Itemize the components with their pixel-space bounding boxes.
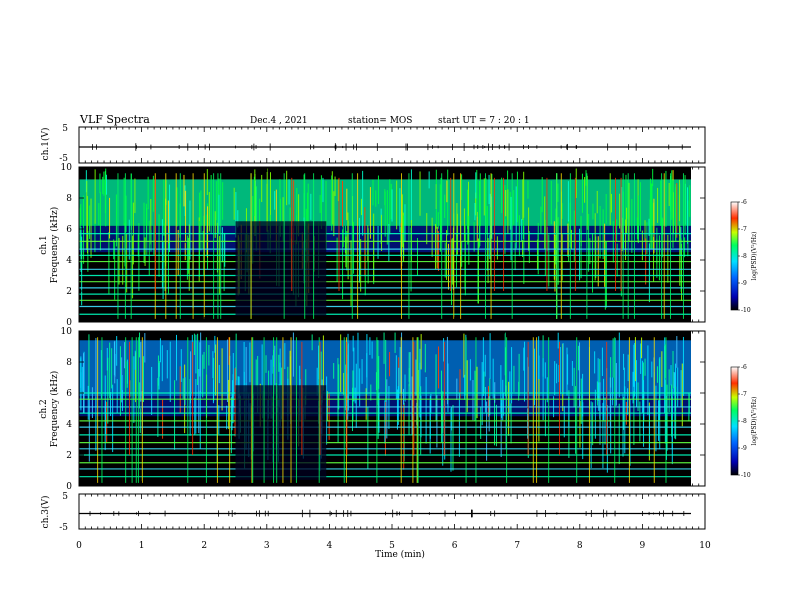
ch2-spectrogram-quiet-interval: [235, 385, 327, 480]
figure-title: VLF Spectra: [79, 113, 150, 126]
ch1-spectrogram-ytick-label: 10: [61, 163, 73, 173]
time-tick-label: 5: [389, 541, 395, 551]
colorbar-tick-label: -8: [741, 418, 747, 425]
colorbar-tick-label: -7: [741, 226, 747, 233]
colorbar-tick-label: -7: [741, 391, 747, 398]
ch1-spectrogram-ytick-label: 0: [66, 318, 72, 328]
ch1-spectrogram-quiet-interval: [235, 221, 327, 316]
colorbar-tick-label: -10: [741, 472, 751, 479]
ch1-ylabel-line1: ch.1: [39, 235, 49, 254]
ch2-spectrogram-ytick-label: 6: [66, 389, 72, 399]
colorbar-tick-label: -8: [741, 253, 747, 260]
ch2-spectrogram-ytick-label: 2: [66, 451, 72, 461]
ch3-waveform-ylabel: ch.3(V): [40, 496, 51, 529]
time-axis-ticks: 0 1 2 3 4 5 6 7 8 9 10: [76, 541, 711, 551]
colorbar-scale: [730, 366, 739, 476]
ch1-spectrogram-panel: [78, 166, 706, 323]
colorbar-label: log(PSD)(V²/Hz): [751, 232, 758, 281]
station-label: station= MOS: [348, 116, 412, 126]
ch2-spectrogram-ytick-label: 4: [66, 420, 72, 430]
colorbar-tick-label: -6: [741, 199, 747, 206]
ch3-ytick-top: 5: [62, 492, 68, 502]
colorbar-tick-label: -9: [741, 445, 747, 452]
colorbar-tick-label: -6: [741, 364, 747, 371]
time-tick-label: 1: [139, 541, 145, 551]
ch3-waveform-panel: [78, 493, 706, 530]
colorbar-tick-label: -9: [741, 280, 747, 287]
time-tick-label: 3: [264, 541, 270, 551]
time-tick-label: 7: [514, 541, 520, 551]
time-tick-label: 6: [452, 541, 458, 551]
ch2-spectrogram-ytick-label: 10: [61, 327, 73, 337]
colorbar-tick-label: -10: [741, 307, 751, 314]
start-time-label: start UT = 7 : 20 : 1: [438, 116, 530, 126]
time-axis-label: Time (min): [375, 549, 425, 560]
ch1-spectrogram-yticks: 0 2 4 6 8 10: [61, 163, 705, 328]
ch1-spectrogram-ytick-label: 8: [66, 194, 72, 204]
ch1-spectrogram-ytick-label: 2: [66, 287, 72, 297]
ch1-spectrogram-no-data: [691, 167, 705, 322]
date-label: Dec.4 , 2021: [250, 116, 308, 126]
ch2-frequency-label: Frequency (kHz): [49, 371, 60, 448]
ch2-colorbar: -6 -7 -8 -9 -10 log(PSD)(V²/Hz): [730, 364, 758, 479]
time-tick-label: 4: [327, 541, 333, 551]
colorbar-scale: [730, 201, 739, 311]
time-tick-label: 10: [699, 541, 711, 551]
ch2-spectrogram-yticks: 0 2 4 6 8 10: [61, 327, 705, 492]
ch2-spectrogram-panel: [78, 330, 706, 487]
time-tick-label: 8: [577, 541, 583, 551]
ch1-spectrogram-ytick-label: 6: [66, 225, 72, 235]
ch2-spectrogram-ytick-label: 8: [66, 358, 72, 368]
time-tick-label: 9: [640, 541, 646, 551]
time-tick-label: 2: [201, 541, 207, 551]
ch1-colorbar: -6 -7 -8 -9 -10 log(PSD)(V²/Hz): [730, 199, 758, 314]
ch3-ytick-bottom: -5: [59, 523, 68, 533]
ch3-waveform-background: [79, 494, 705, 529]
ch2-spectrogram-no-data: [691, 331, 705, 486]
ch1-channel-label: ch.1: [39, 235, 49, 254]
ch1-waveform-panel: [78, 126, 706, 164]
time-tick-label: 0: [76, 541, 82, 551]
colorbar-label: log(PSD)(V²/Hz): [751, 397, 758, 446]
ch2-spectrogram-ytick-label: 0: [66, 482, 72, 492]
ch2-channel-label: ch.2: [39, 399, 49, 418]
ch1-ytick-bottom: -5: [59, 154, 68, 164]
ch1-ytick-top: 5: [62, 124, 68, 134]
ch1-frequency-label: Frequency (kHz): [49, 207, 60, 284]
ch1-spectrogram-ytick-label: 4: [66, 256, 72, 266]
ch1-waveform-ylabel: ch.1(V): [40, 128, 51, 161]
ch1-waveform-background: [79, 127, 705, 163]
